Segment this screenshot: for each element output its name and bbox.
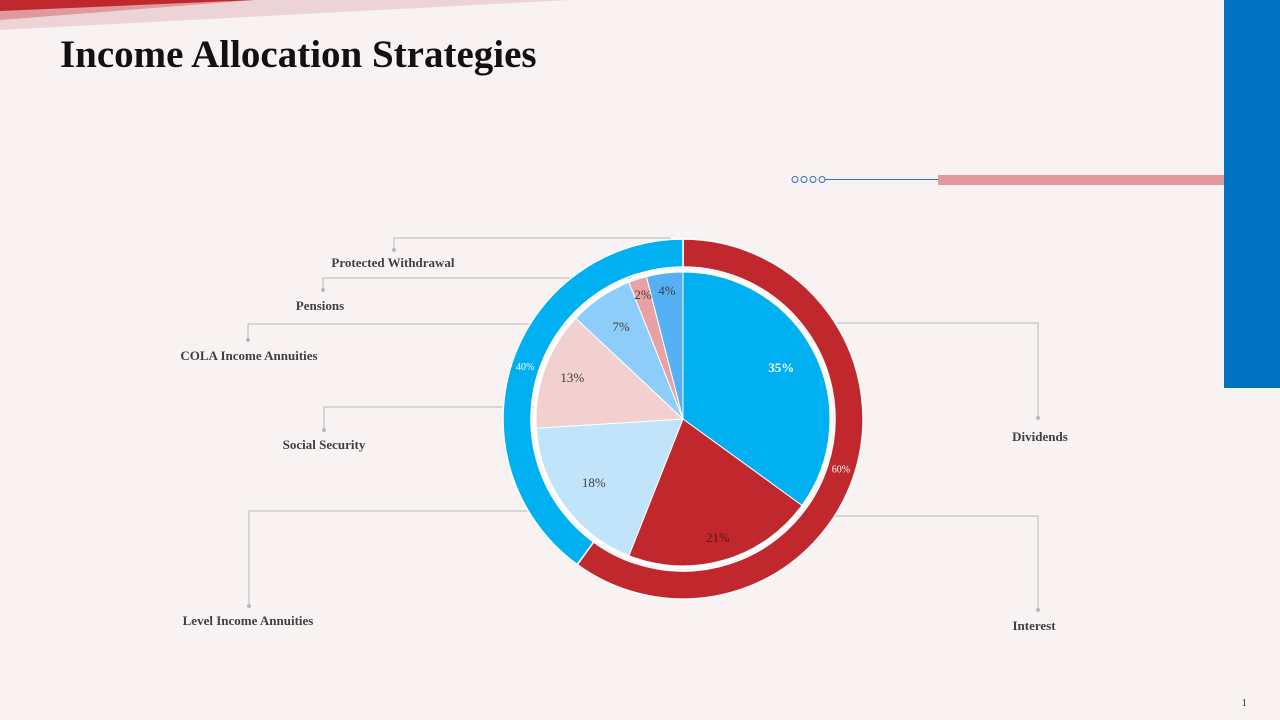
category-label-dividends: Dividends xyxy=(1012,429,1068,444)
value-label-cola-income-annuities: 7% xyxy=(612,319,630,334)
side-accent-bar xyxy=(1224,0,1280,388)
category-label-cola-income-annuities: COLA Income Annuities xyxy=(180,348,317,363)
outer-ring-value-2: 40% xyxy=(516,362,534,373)
category-label-pensions: Pensions xyxy=(296,298,344,313)
category-label-level-income-annuities: Level Income Annuities xyxy=(183,613,314,628)
inner-pie xyxy=(533,269,833,569)
outer-ring-segment-1 xyxy=(576,238,864,600)
page-title: Income Allocation Strategies xyxy=(60,33,537,76)
value-label-interest: 21% xyxy=(706,530,730,545)
decorative-dots-line xyxy=(791,175,1224,185)
page-number: 1 xyxy=(1241,697,1248,709)
pie-slice-dividends xyxy=(682,271,831,507)
category-labels: Dividends Interest Level Income Annuities S… xyxy=(180,255,1067,633)
value-label-pensions: 2% xyxy=(634,287,652,302)
outer-ring-value-1: 60% xyxy=(832,465,850,476)
top-decorative-stripes xyxy=(0,0,570,30)
category-label-social-security: Social Security xyxy=(283,437,366,452)
category-label-interest: Interest xyxy=(1012,618,1056,633)
category-label-protected-withdrawal: Protected Withdrawal xyxy=(331,255,455,270)
value-label-level-income-annuities: 18% xyxy=(582,475,606,490)
pie-slice-level-income-annuities xyxy=(535,418,684,557)
pie-slice-interest xyxy=(628,418,803,567)
pie-slice-social-security xyxy=(535,317,685,429)
outer-ring: 60% 40% xyxy=(502,238,864,600)
value-label-dividends: 35% xyxy=(768,360,794,375)
pie-slice-protected-withdrawal xyxy=(645,271,684,420)
value-labels: 35% 21% 18% 13% 7% 2% 4% xyxy=(560,283,794,545)
value-label-social-security: 13% xyxy=(560,370,584,385)
outer-ring-segment-2 xyxy=(502,238,684,566)
value-label-protected-withdrawal: 4% xyxy=(658,283,676,298)
